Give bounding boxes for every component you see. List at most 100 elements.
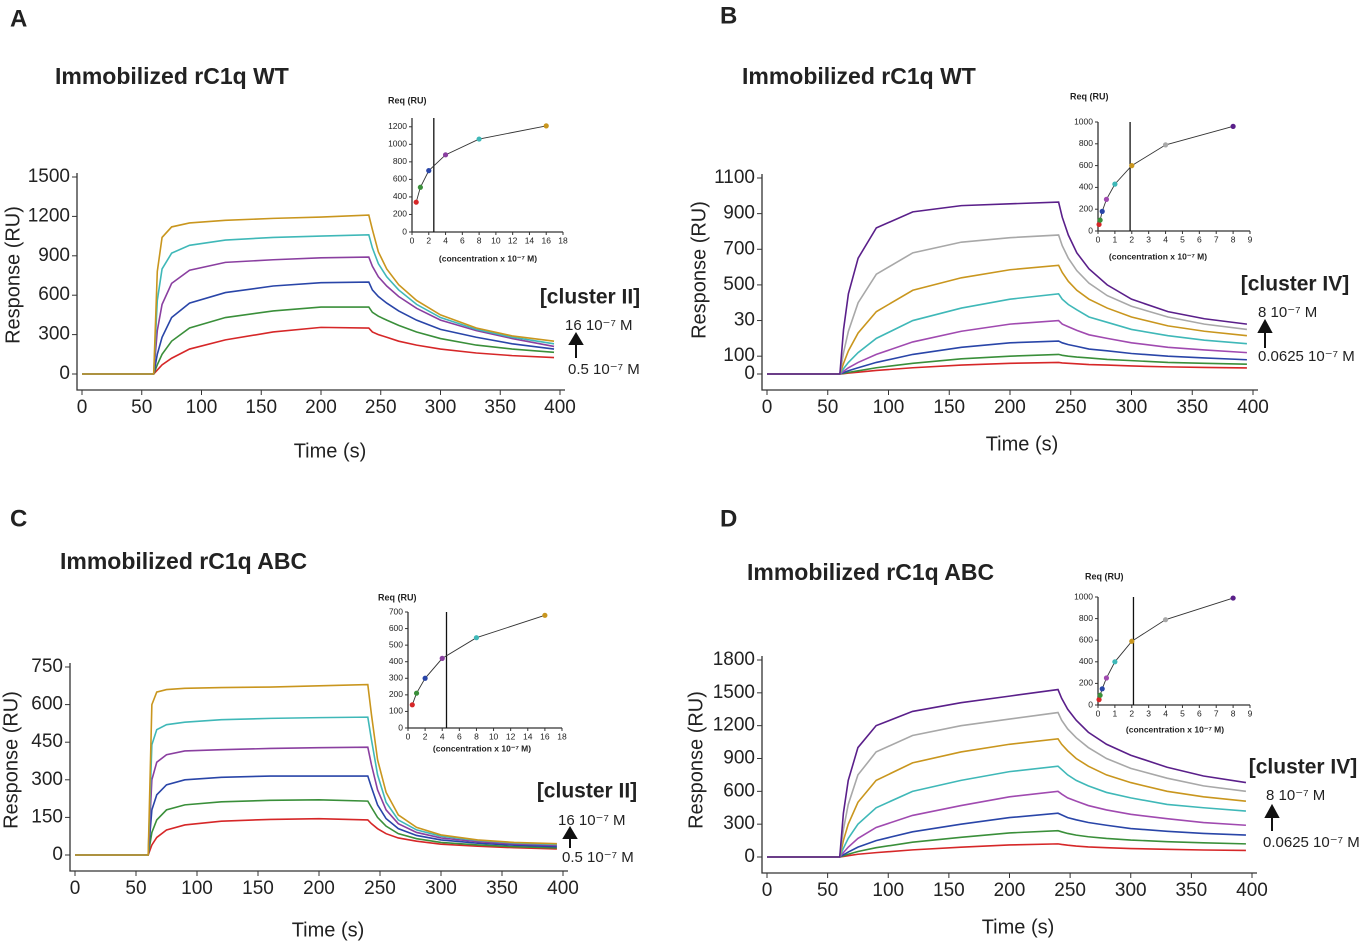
arrow-head	[568, 332, 584, 345]
req-point	[1162, 617, 1169, 623]
inset-y-tick-label: 0	[398, 722, 403, 732]
inset-y-tick-label: 600	[389, 623, 403, 633]
chart-title: Immobilized rC1q WT	[55, 63, 289, 89]
inset-y-tick-label: 600	[1079, 160, 1093, 170]
y-tick-label: 150	[31, 806, 63, 827]
inset-x-tick-label: 0	[1096, 708, 1101, 718]
inset-x-tick-label: 12	[506, 731, 516, 741]
y-tick-label: 450	[31, 731, 63, 752]
cluster-label: [cluster II]	[537, 780, 637, 803]
x-axis-label: Time (s)	[292, 919, 365, 941]
sensorgram	[75, 817, 557, 856]
req-point	[1129, 163, 1135, 169]
inset-x-label: (concentration x 10⁻⁷ M)	[1109, 251, 1207, 261]
inset-x-tick-label: 16	[541, 235, 551, 245]
inset-x-tick-label: 18	[558, 235, 568, 245]
inset-x-tick-label: 0	[1096, 234, 1101, 244]
inset-title: Req (RU)	[378, 592, 417, 602]
x-tick-label: 300	[425, 878, 457, 899]
y-tick-label: 0	[59, 363, 70, 384]
x-tick-label: 150	[933, 880, 965, 901]
x-tick-label: 300	[1116, 397, 1148, 418]
sensorgram	[767, 737, 1247, 858]
fit-curve	[1098, 597, 1234, 700]
inset-title: Req (RU)	[1070, 91, 1109, 101]
inset-y-tick-label: 200	[393, 209, 407, 219]
y-tick-label: 0	[744, 363, 755, 384]
y-tick-label: 500	[723, 274, 755, 295]
sensorgram	[767, 688, 1247, 858]
inset-x-tick-label: 12	[508, 235, 518, 245]
sensorgram	[75, 716, 557, 856]
req-point	[476, 136, 482, 142]
x-tick-label: 50	[131, 397, 152, 418]
inset-x-tick-label: 3	[1146, 234, 1151, 244]
inset-x-tick-label: 2	[1129, 708, 1134, 718]
req-point	[473, 635, 480, 641]
req-point	[1129, 638, 1135, 644]
inset-y-tick-label: 1200	[388, 121, 407, 131]
inset-y-tick-label: 400	[1079, 656, 1093, 666]
sensorgram	[82, 256, 555, 375]
inset-x-label: (concentration x 10⁻⁷ M)	[1126, 724, 1224, 734]
inset-y-tick-label: 1000	[1074, 116, 1093, 126]
y-tick-label: 750	[31, 656, 63, 677]
x-tick-label: 200	[994, 880, 1026, 901]
sensorgram	[767, 292, 1247, 375]
req-point	[542, 612, 548, 618]
y-tick-label: 900	[723, 203, 755, 224]
inset-x-tick-label: 4	[1163, 234, 1168, 244]
inset-y-tick-label: 600	[393, 174, 407, 184]
low-conc-label: 0.0625 10⁻⁷ M	[1258, 348, 1355, 365]
y-tick-label: 300	[38, 324, 70, 345]
req-point	[1112, 659, 1118, 665]
sensorgram	[82, 214, 555, 375]
inset-x-tick-label: 14	[525, 235, 535, 245]
low-conc-label: 0.0625 10⁻⁷ M	[1263, 834, 1360, 851]
x-tick-label: 100	[186, 397, 218, 418]
inset-y-tick-label: 400	[1079, 182, 1093, 192]
inset-x-tick-label: 8	[477, 235, 482, 245]
y-tick-label: 1500	[28, 166, 70, 187]
x-tick-label: 0	[77, 397, 88, 418]
y-axis-label: Response (RU)	[685, 691, 707, 829]
y-tick-label: 1200	[28, 205, 70, 226]
sensorgram	[75, 799, 557, 856]
inset-x-tick-label: 10	[491, 235, 501, 245]
inset-x-label: (concentration x 10⁻⁷ M)	[433, 743, 531, 753]
x-tick-label: 50	[125, 878, 146, 899]
inset-x-tick-label: 10	[489, 731, 499, 741]
req-point	[1096, 697, 1102, 703]
arrow-head	[1257, 318, 1273, 333]
req-point	[543, 123, 549, 129]
arrow-head	[562, 826, 578, 839]
inset-y-tick-label: 600	[1079, 634, 1093, 644]
x-tick-label: 100	[873, 397, 905, 418]
sensorgram	[767, 234, 1248, 375]
x-tick-label: 400	[544, 397, 576, 418]
req-point	[442, 152, 449, 158]
sensorgram	[767, 264, 1248, 375]
y-tick-label: 1800	[713, 649, 755, 670]
inset-y-tick-label: 300	[389, 673, 403, 683]
req-point	[417, 184, 423, 190]
panel-letter: C	[10, 505, 27, 532]
x-tick-label: 0	[70, 878, 81, 899]
x-tick-label: 50	[817, 397, 838, 418]
y-tick-label: 1100	[714, 167, 755, 188]
y-tick-label: 900	[38, 245, 70, 266]
sensorgram	[82, 326, 555, 375]
x-axis-label: Time (s)	[986, 433, 1059, 455]
sensorgram	[75, 775, 557, 856]
fit-curve	[1098, 125, 1234, 225]
high-conc-label: 8 10⁻⁷ M	[1266, 787, 1325, 804]
req-point	[413, 199, 419, 205]
x-tick-label: 250	[364, 878, 396, 899]
chart-title: Immobilized rC1q ABC	[60, 548, 307, 574]
y-tick-label: 100	[723, 345, 755, 366]
req-point	[409, 702, 415, 708]
y-tick-label: 0	[52, 844, 63, 865]
inset-y-tick-label: 700	[389, 606, 403, 616]
x-axis-label: Time (s)	[294, 440, 367, 462]
